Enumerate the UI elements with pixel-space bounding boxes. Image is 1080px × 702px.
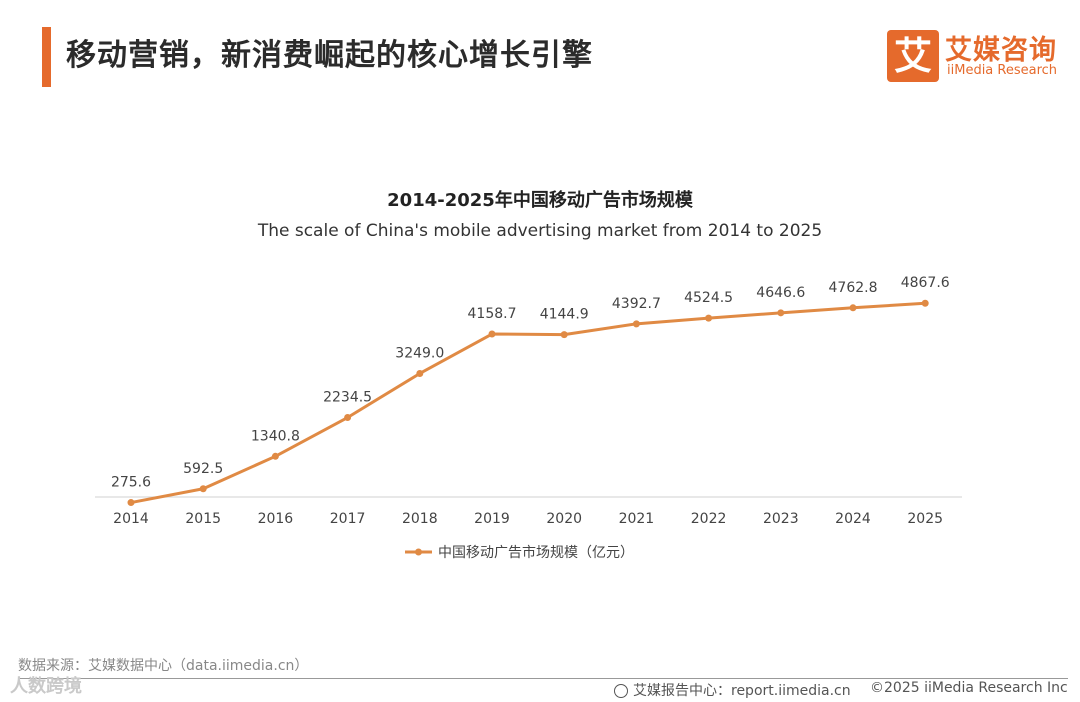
data-source: 数据来源：艾媒数据中心（data.iimedia.cn） bbox=[18, 658, 309, 674]
iimedia-logo: 艾 艾媒咨询 iiMedia Research bbox=[887, 28, 1062, 84]
data-point bbox=[921, 299, 929, 307]
data-label: 4867.6 bbox=[901, 275, 950, 291]
legend-marker bbox=[415, 548, 422, 556]
title-accent-bar bbox=[42, 27, 51, 87]
data-point bbox=[632, 320, 640, 328]
logo-chinese-name: 艾媒咨询 bbox=[945, 35, 1057, 66]
series-line bbox=[130, 301, 926, 505]
copyright: ©2025 iiMedia Research Inc bbox=[870, 680, 1068, 696]
data-label: 4646.6 bbox=[756, 285, 805, 301]
data-point bbox=[416, 369, 424, 377]
chart-title: 2014-2025年中国移动广告市场规模 bbox=[387, 190, 693, 211]
x-tick-label: 2021 bbox=[619, 511, 655, 527]
data-point bbox=[705, 314, 713, 322]
data-point bbox=[849, 304, 857, 312]
x-tick-label: 2024 bbox=[835, 511, 871, 527]
data-label: 4524.5 bbox=[684, 290, 733, 306]
data-label: 4158.7 bbox=[468, 306, 517, 322]
watermark: 人数跨境 bbox=[10, 676, 82, 697]
footer-divider bbox=[18, 678, 1068, 679]
x-tick-label: 2016 bbox=[258, 511, 294, 527]
data-label: 4144.9 bbox=[540, 307, 589, 323]
x-tick-label: 2017 bbox=[330, 511, 366, 527]
data-label: 1340.8 bbox=[251, 428, 300, 444]
x-tick-label: 2025 bbox=[907, 511, 943, 527]
x-tick-label: 2020 bbox=[546, 511, 582, 527]
legend-label: 中国移动广告市场规模（亿元） bbox=[438, 544, 634, 561]
data-point bbox=[271, 452, 279, 460]
globe-icon bbox=[614, 684, 628, 698]
x-tick-label: 2014 bbox=[113, 511, 149, 527]
data-label: 4762.8 bbox=[829, 280, 878, 296]
data-point bbox=[560, 331, 568, 339]
report-center: 艾媒报告中心：report.iimedia.cn bbox=[614, 680, 851, 700]
page-title: 移动营销，新消费崛起的核心增长引擎 bbox=[66, 38, 593, 73]
data-point bbox=[199, 485, 207, 493]
x-tick-label: 2015 bbox=[185, 511, 221, 527]
data-point bbox=[127, 499, 135, 507]
data-point bbox=[488, 330, 496, 338]
data-label: 4392.7 bbox=[612, 296, 661, 312]
logo-english-name: iiMedia Research bbox=[947, 63, 1058, 78]
x-tick-label: 2023 bbox=[763, 511, 799, 527]
data-label: 3249.0 bbox=[395, 345, 444, 361]
report-center-text: 艾媒报告中心：report.iimedia.cn bbox=[633, 683, 851, 699]
chart-subtitle: The scale of China's mobile advertising … bbox=[257, 221, 823, 241]
data-point bbox=[344, 414, 352, 422]
x-tick-label: 2018 bbox=[402, 511, 438, 527]
logo-mark-icon: 艾 bbox=[887, 30, 939, 82]
data-label: 2234.5 bbox=[323, 390, 372, 406]
data-point bbox=[777, 309, 785, 317]
x-tick-label: 2019 bbox=[474, 511, 510, 527]
data-label: 592.5 bbox=[183, 461, 223, 477]
x-tick-label: 2022 bbox=[691, 511, 727, 527]
data-label: 275.6 bbox=[111, 475, 151, 491]
